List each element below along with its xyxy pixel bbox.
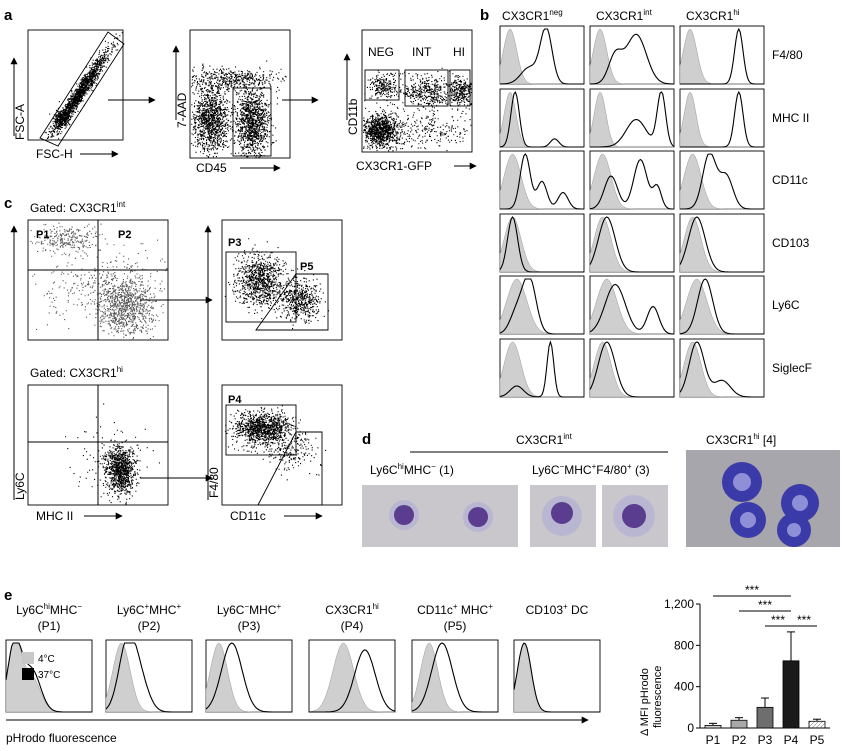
c-xlabel: MHC II bbox=[36, 509, 73, 523]
a-gate-neg bbox=[364, 69, 400, 101]
legend-swatch-37c bbox=[22, 668, 34, 680]
c-bottom-gated: Gated: CX3CR1hi bbox=[30, 365, 123, 380]
c-top-plot-dots bbox=[30, 222, 168, 340]
e-bar bbox=[808, 720, 826, 729]
a-plot2-gate bbox=[232, 87, 272, 157]
e-bar bbox=[782, 660, 800, 729]
d-caption-2: Ly6C−MHC+F4/80+ (3) bbox=[532, 462, 650, 477]
e-bar bbox=[704, 725, 722, 729]
a-plot3-dots bbox=[363, 67, 472, 152]
e-sig-label: *** bbox=[797, 613, 811, 627]
c-gate-p5-box bbox=[255, 273, 329, 331]
e-bar-xtick-label: P2 bbox=[732, 733, 747, 747]
e-bar bbox=[730, 719, 748, 729]
c-gate-p4-box bbox=[225, 404, 297, 456]
e-hist-title: Ly6C−MHC+ bbox=[217, 602, 282, 617]
b-marker-label: SiglecF bbox=[772, 361, 812, 375]
a-plot2-ylabel: 7-AAD bbox=[175, 92, 189, 128]
b-histogram-grid: F4/80 MHC II CD11c CD103 Ly6C SiglecF bbox=[499, 25, 812, 398]
a-gate-hi-label: HI bbox=[453, 45, 465, 59]
c-right-xlabel: CD11c bbox=[230, 509, 266, 523]
panel-label-d: d bbox=[362, 431, 371, 448]
c-right-top-frame bbox=[221, 219, 343, 341]
a-gate-hi bbox=[449, 69, 471, 107]
e-hist-subtitle: (P2) bbox=[138, 619, 161, 633]
e-hist-subtitle: (P5) bbox=[444, 619, 467, 633]
e-sig-label: *** bbox=[745, 583, 759, 597]
a-plot2-frame bbox=[189, 29, 291, 159]
b-marker-label: F4/80 bbox=[772, 48, 803, 62]
b-marker-label: MHC II bbox=[772, 111, 809, 125]
c-right-top-dots bbox=[224, 238, 330, 330]
a-gate-int-label: INT bbox=[412, 45, 432, 59]
d-caption-3: CX3CR1hi [4] bbox=[706, 432, 776, 447]
c-gate-p4: P4 bbox=[228, 394, 242, 406]
e-bar-xtick-label: P5 bbox=[810, 733, 825, 747]
e-hist-subtitle: (P4) bbox=[341, 619, 364, 633]
e-sig-label: *** bbox=[758, 598, 772, 612]
legend-37c: 37°C bbox=[38, 670, 60, 681]
e-bar-xtick-label: P4 bbox=[784, 733, 799, 747]
e-hist-title: CD11c+ MHC+ bbox=[417, 602, 493, 617]
e-hist-subtitle: (P3) bbox=[238, 619, 261, 633]
e-xlabel: pHrodo fluorescence bbox=[6, 731, 117, 745]
c-bottom-plot-dots bbox=[65, 403, 160, 506]
e-bar-ylabel-2: fluorescence bbox=[652, 666, 664, 728]
a-plot2-dots bbox=[191, 60, 287, 159]
b-marker-label: Ly6C bbox=[772, 298, 800, 312]
c-gate-p1: P1 bbox=[36, 229, 49, 241]
b-col-hi: CX3CR1hi bbox=[686, 8, 740, 23]
a-plot2-xlabel: CD45 bbox=[196, 161, 227, 175]
e-bar-ylabel-1: Δ MFI pHrodo bbox=[639, 668, 651, 736]
e-bar-xtick-label: P1 bbox=[706, 733, 721, 747]
d-micrograph-1 bbox=[362, 485, 518, 547]
d-group-title: CX3CR1int bbox=[516, 432, 573, 447]
e-bar-ytick-label: 0 bbox=[687, 721, 694, 735]
panel-label-a: a bbox=[4, 7, 13, 24]
c-ylabel: Ly6C bbox=[13, 472, 27, 500]
b-col-neg: CX3CR1neg bbox=[502, 8, 563, 23]
d-caption-1: Ly6ChiMHC− (1) bbox=[370, 462, 454, 477]
c-right-ylabel: F4/80 bbox=[207, 467, 221, 498]
c-gate-p3: P3 bbox=[228, 237, 241, 249]
a-plot1-xlabel: FSC-H bbox=[36, 147, 73, 161]
a-plot1-ylabel: FSC-A bbox=[13, 104, 27, 140]
a-plot1-dots bbox=[44, 32, 123, 140]
c-gate-p2: P2 bbox=[118, 229, 131, 241]
a-plot1-gate bbox=[39, 31, 125, 147]
legend-swatch-4c bbox=[22, 652, 34, 664]
legend-4c: 4°C bbox=[38, 654, 55, 665]
a-gate-neg-label: NEG bbox=[368, 45, 394, 59]
c-gate-p5: P5 bbox=[300, 261, 313, 273]
e-histograms: Ly6ChiMHC− (P1) Ly6C+MHC+ (P2) Ly6C−MHC+ (P3)… bbox=[5, 602, 601, 713]
a-plot3-ylabel: CD11b bbox=[346, 98, 360, 135]
e-bar-xtick-label: P3 bbox=[758, 733, 773, 747]
e-hist-title: Ly6C+MHC+ bbox=[117, 602, 182, 617]
e-bar-ytick-label: 800 bbox=[674, 638, 694, 652]
e-sig-label: *** bbox=[771, 613, 785, 627]
b-marker-label: CD103 bbox=[772, 236, 810, 250]
c-gate-p3-box bbox=[225, 251, 297, 323]
c-gate-p5b-box bbox=[257, 431, 323, 506]
e-hist-title: CX3CR1hi bbox=[325, 602, 379, 617]
a-plot1-frame bbox=[27, 29, 124, 141]
e-hist-title: Ly6ChiMHC− bbox=[16, 602, 82, 617]
e-hist-subtitle: (P1) bbox=[38, 619, 61, 633]
e-bar-ytick-label: 400 bbox=[674, 680, 694, 694]
panel-label-c: c bbox=[4, 195, 12, 212]
e-bar-ytick-label: 1,200 bbox=[664, 597, 694, 611]
a-plot3-xlabel: CX3CR1-GFP bbox=[356, 159, 432, 173]
e-bar bbox=[756, 706, 774, 729]
a-gate-int bbox=[404, 69, 449, 107]
b-marker-label: CD11c bbox=[772, 173, 808, 187]
b-col-int: CX3CR1int bbox=[596, 8, 653, 23]
e-hist-title: CD103+ DC bbox=[526, 602, 589, 617]
panel-label-e: e bbox=[4, 587, 12, 604]
c-top-gated: Gated: CX3CR1int bbox=[30, 200, 126, 215]
panel-label-b: b bbox=[480, 7, 489, 24]
